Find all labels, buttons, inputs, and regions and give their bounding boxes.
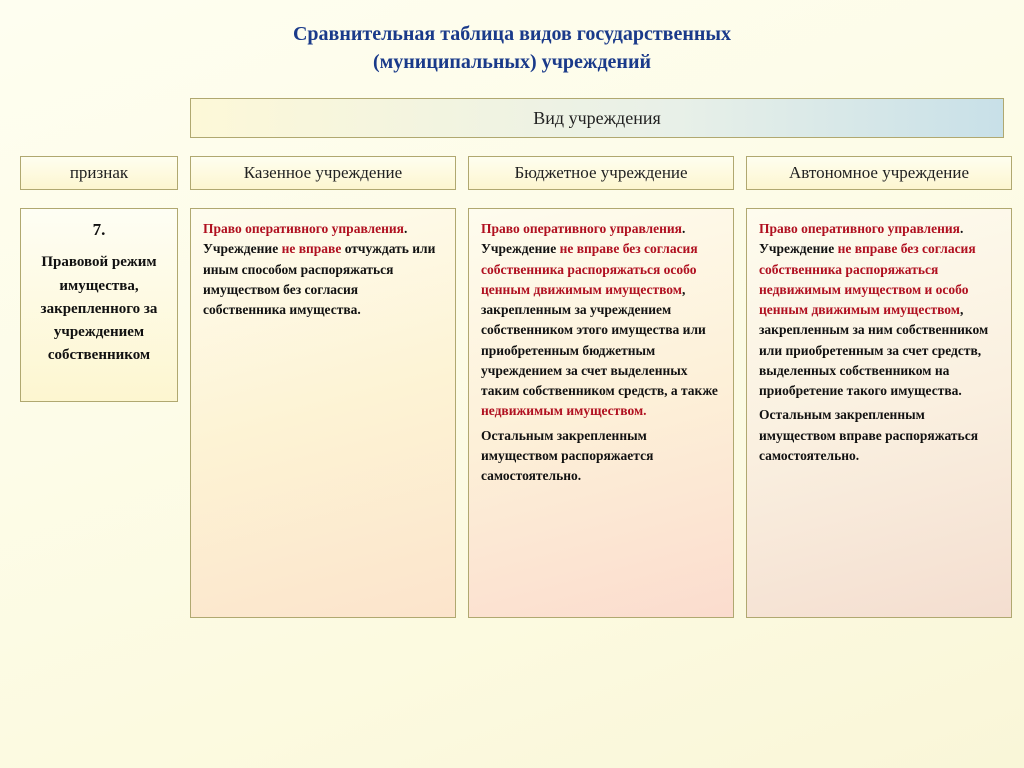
col3-content: Право оперативного управления. Учреждени… — [746, 208, 1012, 618]
col1-header-text: Казенное учреждение — [244, 163, 402, 183]
attribute-number: 7. — [31, 217, 167, 243]
col3-header-text: Автономное учреждение — [789, 163, 969, 183]
col2-header: Бюджетное учреждение — [468, 156, 734, 190]
col2-content: Право оперативного управления. Учреждени… — [468, 208, 734, 618]
slide: Сравнительная таблица видов государствен… — [0, 0, 1024, 768]
category-header-bar: Вид учреждения — [190, 98, 1004, 138]
col1-header: Казенное учреждение — [190, 156, 456, 190]
page-title: Сравнительная таблица видов государствен… — [10, 20, 1014, 76]
col3-t5: Остальным закрепленным имуществом вправе… — [759, 407, 978, 463]
content-row: 7. Правовой режим имущества, закрепленно… — [10, 208, 1014, 618]
col2-t5: недвижимым имуществом. — [481, 403, 647, 418]
col2-t4: , закрепленным за учреждением собственни… — [481, 282, 718, 398]
col1-t3: не вправе — [282, 241, 342, 256]
attribute-column: 7. Правовой режим имущества, закрепленно… — [20, 208, 178, 618]
attribute-box: 7. Правовой режим имущества, закрепленно… — [20, 208, 178, 402]
attribute-text: Правовой режим имущества, закрепленного … — [31, 251, 167, 367]
col3-header: Автономное учреждение — [746, 156, 1012, 190]
title-line-1: Сравнительная таблица видов государствен… — [293, 23, 731, 45]
column-headers-row: признак Казенное учреждение Бюджетное уч… — [10, 156, 1014, 190]
attribute-header-text: признак — [70, 163, 128, 183]
col1-t1: Право оперативного управления — [203, 221, 404, 236]
col1-content: Право оперативного управления. Учреждени… — [190, 208, 456, 618]
col3-t1: Право оперативного управления — [759, 221, 960, 236]
col2-t1: Право оперативного управления — [481, 221, 682, 236]
attribute-header: признак — [20, 156, 178, 190]
title-line-2: (муниципальных) учреждений — [373, 51, 651, 73]
col2-t6: Остальным закрепленным имуществом распор… — [481, 428, 653, 484]
col2-header-text: Бюджетное учреждение — [514, 163, 687, 183]
category-header-text: Вид учреждения — [533, 108, 660, 129]
